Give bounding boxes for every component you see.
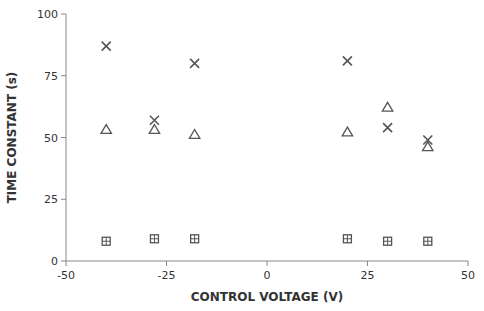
point-triangle: [149, 125, 159, 134]
point-triangle: [423, 142, 433, 151]
point-triangle: [382, 102, 392, 111]
y-tick-label: 100: [37, 8, 58, 21]
point-x: [102, 42, 111, 51]
y-axis-label: TIME CONSTANT (s): [5, 72, 19, 204]
x-tick-label: 0: [264, 269, 271, 282]
point-x: [343, 56, 352, 65]
x-tick: [166, 261, 167, 266]
point-plus: [343, 235, 351, 243]
point-x: [383, 123, 392, 132]
point-square-plus: [424, 237, 432, 245]
y-tick: [61, 14, 66, 15]
y-tick-label: 25: [44, 193, 58, 206]
point-plus: [102, 237, 110, 245]
point-square: [102, 237, 110, 245]
y-tick-label: 50: [44, 132, 58, 145]
point-square-plus: [191, 235, 199, 243]
axes: -50 -25 0 25 50 0 25 50 75 100: [37, 8, 475, 282]
series: [101, 102, 433, 150]
x-tick-label: 25: [361, 269, 375, 282]
y-tick: [61, 261, 66, 262]
y-tick: [61, 137, 66, 138]
point-square: [343, 235, 351, 243]
y-tick: [61, 75, 66, 76]
point-square-plus: [102, 237, 110, 245]
x-tick: [267, 261, 268, 266]
point-square-plus: [150, 235, 158, 243]
x-axis-label: CONTROL VOLTAGE (V): [191, 290, 343, 304]
x-tick: [66, 261, 67, 266]
point-x: [190, 59, 199, 68]
series: [102, 42, 433, 145]
series: [102, 235, 432, 245]
x-tick-label: -50: [57, 269, 75, 282]
point-square-plus: [343, 235, 351, 243]
point-triangle: [342, 127, 352, 136]
chart: -50 -25 0 25 50 0 25 50 75 100 CONTROL VOLTAGE (V)…: [0, 0, 484, 311]
y-tick-label: 0: [51, 255, 58, 268]
x-tick: [367, 261, 368, 266]
point-square-plus: [384, 237, 392, 245]
point-square: [384, 237, 392, 245]
point-plus: [191, 235, 199, 243]
marks: [101, 42, 433, 246]
point-square: [424, 237, 432, 245]
point-triangle: [101, 125, 111, 134]
point-square: [150, 235, 158, 243]
page: {"chart_data": {"type": "scatter", "xlab…: [0, 0, 484, 311]
point-square: [191, 235, 199, 243]
y-tick-label: 75: [44, 70, 58, 83]
point-plus: [150, 235, 158, 243]
point-plus: [384, 237, 392, 245]
x-tick: [468, 261, 469, 266]
point-plus: [424, 237, 432, 245]
x-tick-label: 50: [461, 269, 475, 282]
y-tick: [61, 199, 66, 200]
point-triangle: [189, 130, 199, 139]
x-tick-label: -25: [158, 269, 176, 282]
